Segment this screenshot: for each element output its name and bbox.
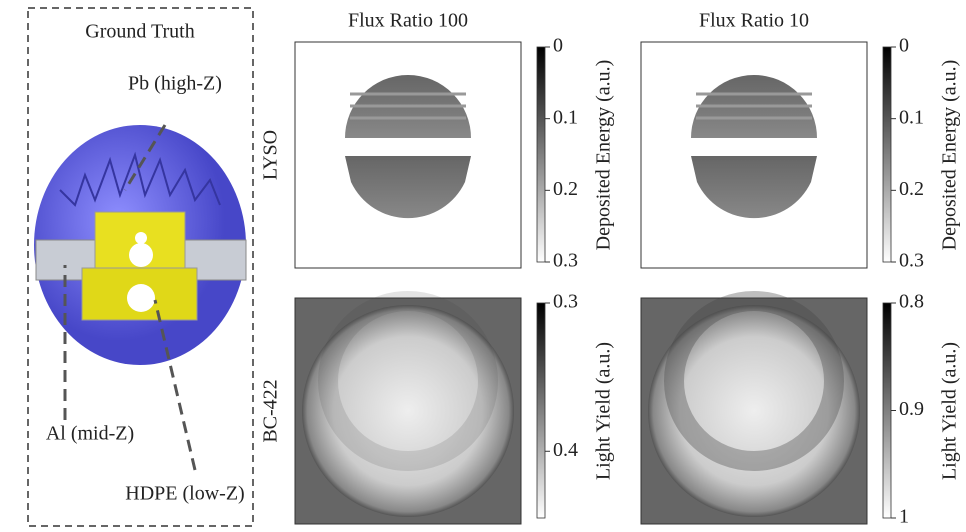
colorbar-tick-label: 0.8 [899, 291, 924, 313]
colorbar-tick-label: 0.3 [553, 291, 578, 313]
phantom-drawing [34, 125, 246, 470]
colorbar-label: Deposited Energy (a.u.) [939, 60, 961, 251]
colorbar [883, 303, 891, 518]
image-panel [295, 298, 521, 524]
colorbar-tick-label: 1 [899, 506, 909, 528]
colorbar-tick-label: 0.2 [553, 178, 578, 200]
material-label: HDPE (low-Z) [125, 483, 244, 505]
colorbar-tick-label: 0 [553, 35, 563, 57]
colorbar [883, 47, 891, 262]
image-panel [641, 298, 867, 524]
colorbar-label: Deposited Energy (a.u.) [593, 60, 615, 251]
colorbar [537, 47, 545, 262]
colorbar-tick-label: 0.3 [553, 250, 578, 272]
material-label: Pb (high-Z) [128, 73, 222, 95]
figure: Ground Truth Pb (high-Z) Al (mid-Z) HDPE… [0, 0, 966, 532]
colorbar-tick-label: 0.1 [899, 106, 924, 128]
colorbar-tick-label: 0.4 [553, 439, 578, 461]
material-label: Al (mid-Z) [46, 423, 134, 445]
image-panel [641, 42, 867, 268]
colorbar-label: Light Yield (a.u.) [939, 342, 961, 480]
column-title: Flux Ratio 100 [348, 10, 468, 32]
colorbar-tick-label: 0 [899, 35, 909, 57]
colorbar-tick-label: 0.2 [899, 178, 924, 200]
colorbar-tick-label: 0.3 [899, 250, 924, 272]
column-title: Flux Ratio 10 [699, 10, 809, 32]
colorbar-tick-label: 0.9 [899, 398, 924, 420]
row-label: LYSO [260, 130, 282, 180]
ground-truth-title: Ground Truth [85, 21, 194, 43]
row-label: BC-422 [260, 379, 282, 442]
colorbar-label: Light Yield (a.u.) [593, 342, 615, 480]
colorbar [537, 303, 545, 518]
colorbar-tick-label: 0.1 [553, 106, 578, 128]
image-panel [295, 42, 521, 268]
